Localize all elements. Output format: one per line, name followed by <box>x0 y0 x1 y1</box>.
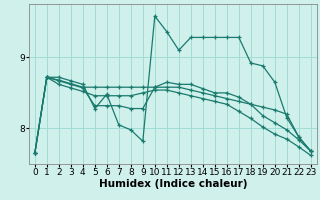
X-axis label: Humidex (Indice chaleur): Humidex (Indice chaleur) <box>99 179 247 189</box>
